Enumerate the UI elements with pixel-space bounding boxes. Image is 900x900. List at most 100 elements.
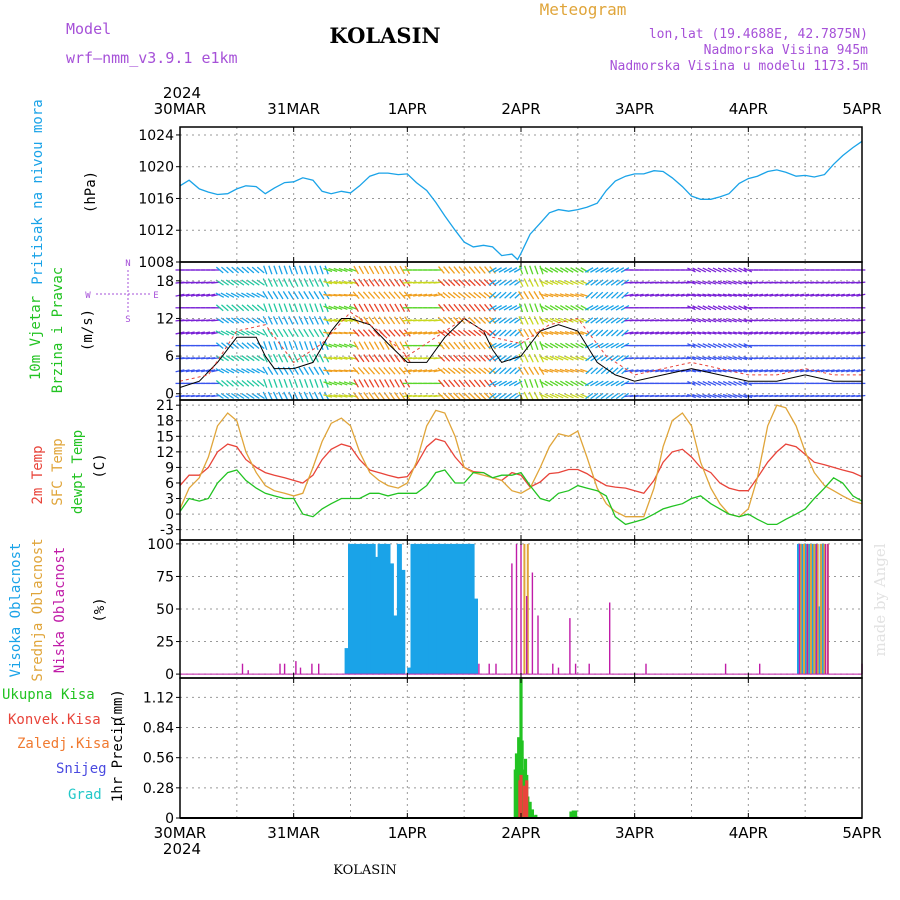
wind-arrow (272, 391, 279, 401)
bar-low_cloud (759, 663, 761, 675)
bar-high_cloud (370, 543, 376, 675)
time-label-31mar: 31MAR (267, 100, 320, 118)
bar-mid_cloud (799, 543, 802, 675)
wind-arrow (452, 291, 461, 299)
time-label-5apr: 5APR (842, 824, 881, 842)
wind-arrow (539, 378, 544, 388)
wind-arrow (738, 393, 748, 399)
wind-arrow (368, 329, 376, 337)
wind-arrow (418, 293, 428, 297)
wind-arrow (272, 353, 279, 363)
wind-arrow (236, 380, 245, 387)
wind-arrow (610, 291, 619, 299)
wind-arrow (856, 394, 866, 398)
bar-high_cloud (362, 543, 368, 675)
wind-arrow (544, 342, 554, 349)
precip-grid: 0 0.28 0.56 0.84 1.12 (143, 678, 862, 827)
bar-high_cloud (819, 543, 825, 675)
wind-arrow (267, 353, 273, 363)
wind-arrow (570, 267, 579, 273)
wind-arrow (717, 318, 727, 323)
wind-arrow (488, 304, 497, 311)
wind-arrow (851, 293, 861, 297)
wind-arrow (585, 367, 593, 375)
wind-arrow (702, 331, 712, 335)
wind-arrow (840, 293, 851, 297)
wind-arrow (605, 304, 614, 311)
wind-arrow (473, 367, 482, 375)
wind-arrow (373, 391, 380, 401)
wind-arrow (575, 342, 584, 349)
wind-arrow (544, 317, 554, 323)
wind-arrow (318, 278, 325, 287)
wind-arrow (363, 265, 370, 275)
wind-arrow (615, 355, 624, 362)
wind-arrow (373, 303, 380, 313)
wind-arrow (595, 329, 604, 337)
bar-total_precip (531, 815, 536, 818)
wind-arrow (363, 316, 370, 325)
wind-arrow (590, 317, 599, 324)
wind-arrow (727, 356, 737, 361)
wind-arrow (373, 367, 381, 375)
wind-arrow (621, 329, 629, 337)
wind-arrow (559, 304, 569, 311)
wind-arrow (733, 356, 743, 361)
cloud-unit: (%) (92, 597, 108, 622)
wind-arrow (373, 354, 380, 363)
wind-arrow (313, 353, 319, 363)
wind-arrow (256, 266, 265, 274)
y-tick-label: 12 (156, 445, 174, 461)
wind-arrow (675, 293, 685, 297)
wind-arrow (221, 266, 229, 274)
wind-arrow (774, 331, 784, 335)
bar-high_cloud (458, 543, 464, 675)
wind-arrow (564, 280, 574, 286)
wind-arrow (523, 378, 529, 388)
wind-arrow (488, 267, 497, 273)
wind-arrow (256, 368, 265, 374)
wind-arrow (368, 291, 376, 299)
wind-arrow (820, 331, 830, 335)
wind-arrow (303, 278, 309, 287)
y-tick-label: 9 (165, 460, 174, 476)
wind-arrow (707, 280, 717, 285)
wind-arrow (443, 379, 450, 388)
wind-arrow (262, 391, 268, 401)
wind-arrow (357, 367, 365, 375)
wind-arrow (534, 303, 539, 313)
wind-arrow (251, 392, 260, 400)
model-elevation-label: Nadmorska Visina u modelu 1173.5m (610, 59, 868, 74)
product-title: Meteogram (540, 0, 627, 19)
legend-convective-rain: Konvek.Kisa (8, 712, 101, 728)
wind-arrow (298, 316, 304, 325)
wind-arrow (383, 291, 391, 299)
wind-arrow (333, 280, 343, 285)
wind-arrow (236, 392, 245, 400)
wind-arrow (569, 293, 579, 298)
y-tick-label: 0 (165, 811, 174, 827)
wind-arrow (493, 367, 502, 375)
wind-arrow (559, 393, 569, 399)
wind-arrow (241, 279, 250, 286)
wind-arrow (686, 293, 697, 297)
wind-arrow (585, 317, 594, 324)
wind-arrow (298, 278, 304, 287)
wind-arrow (328, 381, 338, 386)
bar-total_precip (571, 810, 575, 818)
wind-arrow (794, 331, 805, 335)
wind-arrow (303, 366, 310, 375)
wind-arrow (273, 341, 278, 351)
wind-arrow (448, 266, 456, 274)
bar-high_cloud (800, 543, 806, 675)
wind-arrow (358, 379, 365, 388)
wind-arrow (544, 330, 554, 336)
wind-arrow (692, 380, 701, 386)
wind-arrow (702, 318, 712, 323)
wind-arrow (399, 265, 406, 275)
wind-arrow (629, 369, 639, 373)
wind-arrow (215, 380, 224, 387)
wind-arrow (595, 367, 604, 375)
wind-arrow (687, 305, 696, 311)
wind-unit: (m/s) (80, 309, 96, 351)
